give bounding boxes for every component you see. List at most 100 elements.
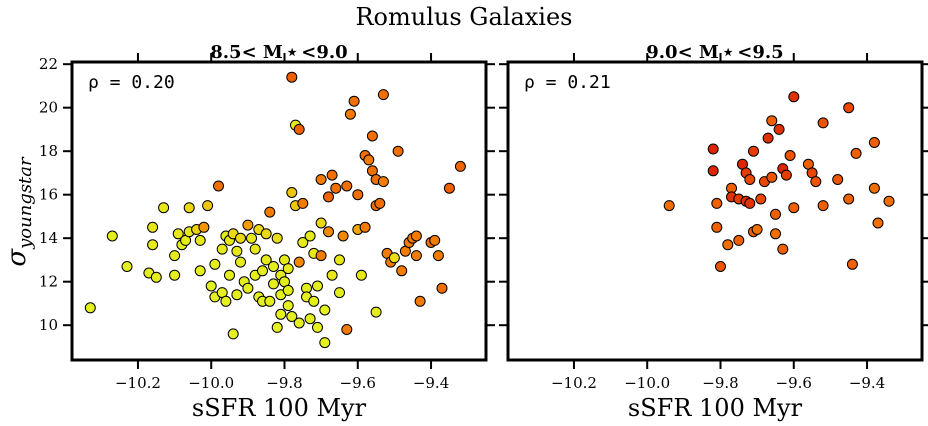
data-point [282,284,294,296]
data-point [755,193,767,205]
data-point [235,232,246,244]
data-point [777,243,789,255]
data-point [370,306,382,318]
data-point [817,200,829,212]
y-axis-label: σyoungstar [2,156,36,267]
data-point [293,317,305,329]
data-point [213,180,224,192]
data-point [312,280,323,292]
data-point [832,174,844,185]
panel-right: −10.2 −10.0 −9.8 −9.6 −9.4 9.0< M ⋆ <9.5 ρ = 0… [499,42,928,422]
y-tick-label: 14 [39,229,58,247]
x-tick-label: −9.6 [776,374,812,392]
data-point [194,265,206,277]
data-point [784,150,796,161]
data-point [231,289,243,301]
data-point [319,304,331,316]
data-point [315,250,327,262]
data-point [762,132,774,144]
data-point [744,197,756,209]
data-point [202,200,214,212]
data-point [297,197,309,209]
data-point [286,71,298,83]
data-point [377,89,389,101]
correlation-annotation: ρ = 0.20 [88,72,175,93]
data-point [410,250,422,262]
y-tick-label: 20 [39,99,58,117]
x-tick-label: −10.2 [115,374,161,392]
data-point [377,176,389,188]
data-point [707,143,719,155]
data-point [323,226,334,238]
data-point [432,250,444,262]
data-point [308,295,320,307]
x-tick-label: −9.8 [266,374,302,392]
data-point [392,145,404,157]
data-point [326,169,338,181]
data-point [304,313,316,325]
correlation-annotation: ρ = 0.21 [524,72,611,93]
data-point [374,197,386,209]
data-point [304,230,316,242]
data-point [766,171,778,183]
data-point [169,269,181,281]
data-point [868,182,880,194]
x-tick-label: −9.6 [340,374,376,392]
data-point [147,221,159,233]
data-point [84,302,96,314]
data-point [271,232,283,244]
y-tick-label: 22 [39,55,58,73]
data-point [722,239,734,251]
x-tick-label: −9.8 [702,374,738,392]
data-point [788,91,800,103]
data-point [286,187,298,198]
y-tick-label: 18 [39,142,58,160]
data-point [242,219,254,231]
data-point [246,232,257,244]
data-point [121,261,133,272]
data-point [744,174,756,185]
x-tick-label: −9.4 [849,374,885,392]
data-point [268,261,279,272]
data-point [293,123,305,135]
data-point [183,202,195,214]
data-point [366,130,378,142]
data-point [711,221,723,233]
data-point [707,165,719,177]
data-point [198,221,210,233]
data-point [224,269,235,281]
data-point [312,321,323,333]
data-point [770,228,781,240]
data-point [355,269,367,281]
data-point [172,228,184,240]
data-point [780,169,792,181]
data-point [260,228,272,240]
data-point [326,269,338,281]
x-axis-label: sSFR 100 Myr [192,394,367,422]
data-point [264,295,276,307]
data-point [348,95,360,107]
data-point [711,197,723,209]
data-point [235,256,246,268]
data-point [363,154,375,166]
plot-frame [70,60,488,362]
data-point [150,271,162,283]
data-point [770,208,781,220]
data-point [341,324,353,335]
data-point [319,337,331,349]
data-point [344,108,356,120]
data-point [810,176,822,188]
data-point [323,191,334,203]
data-point [315,217,327,229]
data-point [282,263,294,275]
data-point [454,160,466,172]
data-point [330,182,342,194]
data-point [282,300,294,312]
data-point [106,230,118,242]
data-point [209,258,221,270]
data-point [158,202,170,214]
data-point [242,282,254,294]
data-point [396,265,408,277]
data-point [715,261,726,272]
plot-frame [506,60,924,362]
